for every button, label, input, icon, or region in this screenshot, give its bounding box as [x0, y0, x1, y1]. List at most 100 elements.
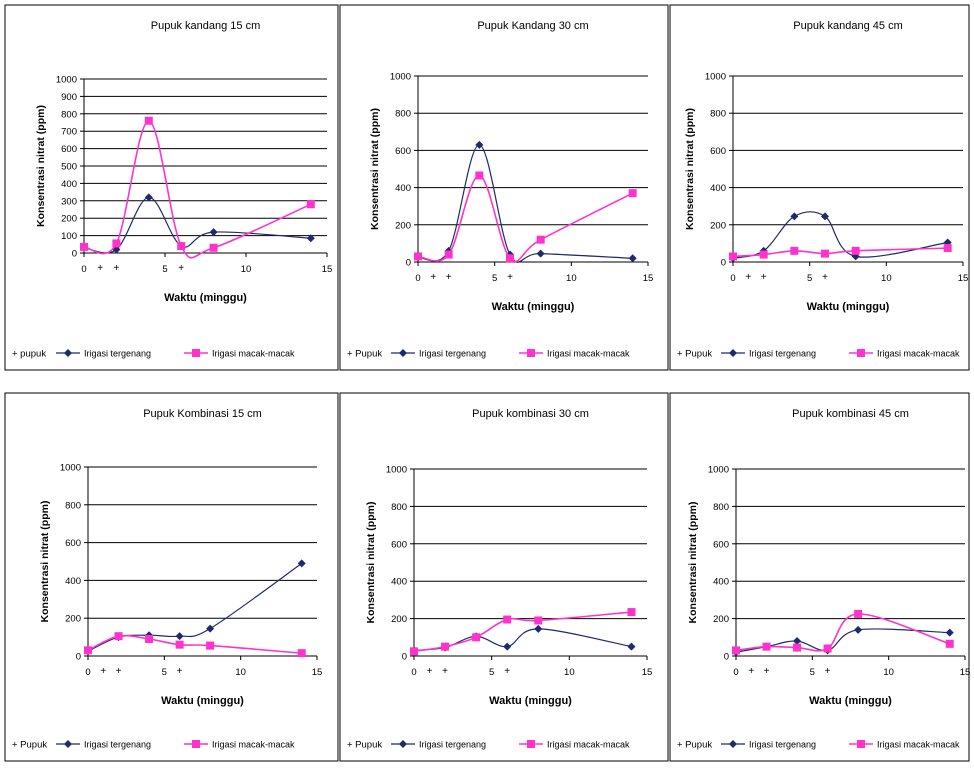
data-point-irigasi-macak-macak [945, 639, 954, 648]
y-axis-label: Konsentrasi nitrat (ppm) [369, 108, 381, 230]
data-point-irigasi-tergenang [144, 193, 153, 202]
y-tick-label: 1000 [705, 72, 726, 83]
data-point-irigasi-macak-macak [762, 642, 771, 651]
y-tick-label: 0 [402, 652, 407, 663]
legend-entry-label: Irigasi tergenang [419, 740, 486, 750]
pupuk-marker: + [761, 272, 767, 283]
data-point-irigasi-macak-macak [472, 633, 481, 642]
x-tick-label: 10 [883, 667, 894, 678]
y-tick-label: 600 [710, 146, 726, 157]
legend-entry-label: Irigasi macak-macak [547, 349, 630, 359]
pupuk-marker: + [177, 666, 183, 677]
legend-swatch-diamond [399, 349, 407, 357]
x-axis-label: Waktu (minggu) [809, 695, 892, 707]
data-point-irigasi-tergenang [628, 254, 637, 263]
y-tick-label: 0 [721, 258, 726, 269]
data-point-irigasi-macak-macak [410, 647, 418, 656]
data-point-irigasi-macak-macak [209, 243, 218, 252]
x-tick-label: 10 [235, 667, 246, 678]
data-point-irigasi-macak-macak [84, 646, 92, 655]
data-point-irigasi-macak-macak [175, 640, 184, 649]
data-point-irigasi-macak-macak [506, 254, 514, 263]
y-tick-label: 0 [724, 652, 729, 663]
y-tick-label: 200 [395, 220, 411, 231]
y-axis-label: Konsentrasi nitrat (ppm) [684, 108, 696, 230]
legend-swatch-diamond [729, 349, 737, 357]
data-point-irigasi-tergenang [503, 642, 512, 651]
data-point-irigasi-macak-macak [145, 634, 154, 643]
x-tick-label: 10 [241, 264, 252, 275]
data-point-irigasi-tergenang [790, 212, 799, 221]
x-tick-label: 15 [960, 667, 971, 678]
chart-panel-2: Pupuk Kandang 30 cm 0 200 400 600 800 1000 0 5 10… [339, 4, 669, 371]
y-tick-label: 0 [72, 249, 77, 260]
chart-title: Pupuk kombinasi 45 cm [792, 408, 909, 420]
x-tick-label: 15 [643, 273, 654, 284]
pupuk-marker: + [427, 666, 433, 677]
legend-pupuk-label: + Pupuk [677, 349, 712, 360]
panel-border [4, 4, 339, 371]
y-tick-label: 400 [391, 577, 407, 588]
x-axis-label: Waktu (minggu) [807, 301, 890, 313]
legend-swatch-diamond [64, 740, 72, 748]
data-point-irigasi-macak-macak [306, 200, 315, 209]
y-axis-label: Konsentrasi nitrat (ppm) [687, 502, 699, 624]
data-point-irigasi-macak-macak [759, 250, 768, 259]
legend-entry-label: Irigasi macak-macak [877, 349, 960, 359]
legend-swatch-diamond [729, 740, 737, 748]
legend-swatch-square [527, 349, 535, 357]
data-point-irigasi-macak-macak [851, 246, 860, 255]
y-tick-label: 800 [395, 109, 411, 120]
data-point-irigasi-macak-macak [114, 632, 123, 641]
y-tick-label: 600 [65, 538, 81, 549]
pupuk-marker: + [100, 666, 106, 677]
data-point-irigasi-macak-macak [729, 252, 737, 261]
y-tick-label: 600 [391, 539, 407, 550]
legend-entry-label: Irigasi macak-macak [877, 740, 960, 750]
legend-entry-label: Irigasi tergenang [749, 740, 816, 750]
data-point-irigasi-tergenang [297, 559, 306, 568]
data-point-irigasi-macak-macak [534, 616, 543, 625]
data-point-irigasi-macak-macak [441, 642, 450, 651]
y-tick-label: 400 [61, 179, 77, 190]
pupuk-marker: + [113, 263, 119, 274]
y-tick-label: 1000 [390, 72, 411, 83]
x-tick-label: 5 [492, 273, 497, 284]
y-tick-label: 200 [710, 220, 726, 231]
data-point-irigasi-macak-macak [475, 171, 484, 180]
y-tick-label: 1000 [60, 463, 81, 474]
data-point-irigasi-macak-macak [444, 250, 453, 259]
x-tick-label: 0 [730, 273, 735, 284]
pupuk-marker: + [504, 666, 510, 677]
legend-entry-label: Irigasi tergenang [419, 349, 486, 359]
legend-swatch-square [857, 740, 865, 748]
y-tick-label: 1000 [708, 465, 729, 476]
chart-title: Pupuk Kandang 30 cm [477, 20, 588, 32]
chart-panel-1: Pupuk kandang 15 cm010020030040050060070… [4, 4, 339, 371]
pupuk-marker: + [748, 666, 754, 677]
chart-panel-5: Pupuk kombinasi 30 cm 0 200 400 600 800 1000 0 5… [339, 392, 669, 762]
chart-title: Pupuk kandang 15 cm [151, 20, 260, 32]
data-point-irigasi-tergenang [209, 228, 218, 237]
pupuk-marker: + [116, 666, 122, 677]
legend-entry-label: Irigasi macak-macak [547, 740, 630, 750]
y-tick-label: 700 [61, 127, 77, 138]
chart-panel-3: Pupuk kandang 45 cm 0 200 400 600 800 1000 0 5 10… [669, 4, 970, 371]
y-tick-label: 300 [61, 196, 77, 207]
pupuk-marker: + [507, 272, 513, 283]
data-point-irigasi-macak-macak [177, 242, 186, 251]
data-point-irigasi-macak-macak [297, 649, 306, 658]
data-point-irigasi-macak-macak [112, 239, 121, 248]
chart-panel-4: Pupuk Kombinasi 15 cm 0 200 400 600 800 1000 0 5… [4, 392, 339, 762]
x-tick-label: 5 [162, 667, 167, 678]
legend-swatch-square [527, 740, 535, 748]
x-tick-label: 15 [312, 667, 323, 678]
pupuk-marker: + [825, 666, 831, 677]
y-tick-label: 800 [61, 109, 77, 120]
x-tick-label: 0 [81, 264, 86, 275]
data-point-irigasi-tergenang [854, 625, 863, 634]
legend-pupuk-label: + Pupuk [677, 740, 712, 751]
legend-swatch-diamond [64, 349, 72, 357]
